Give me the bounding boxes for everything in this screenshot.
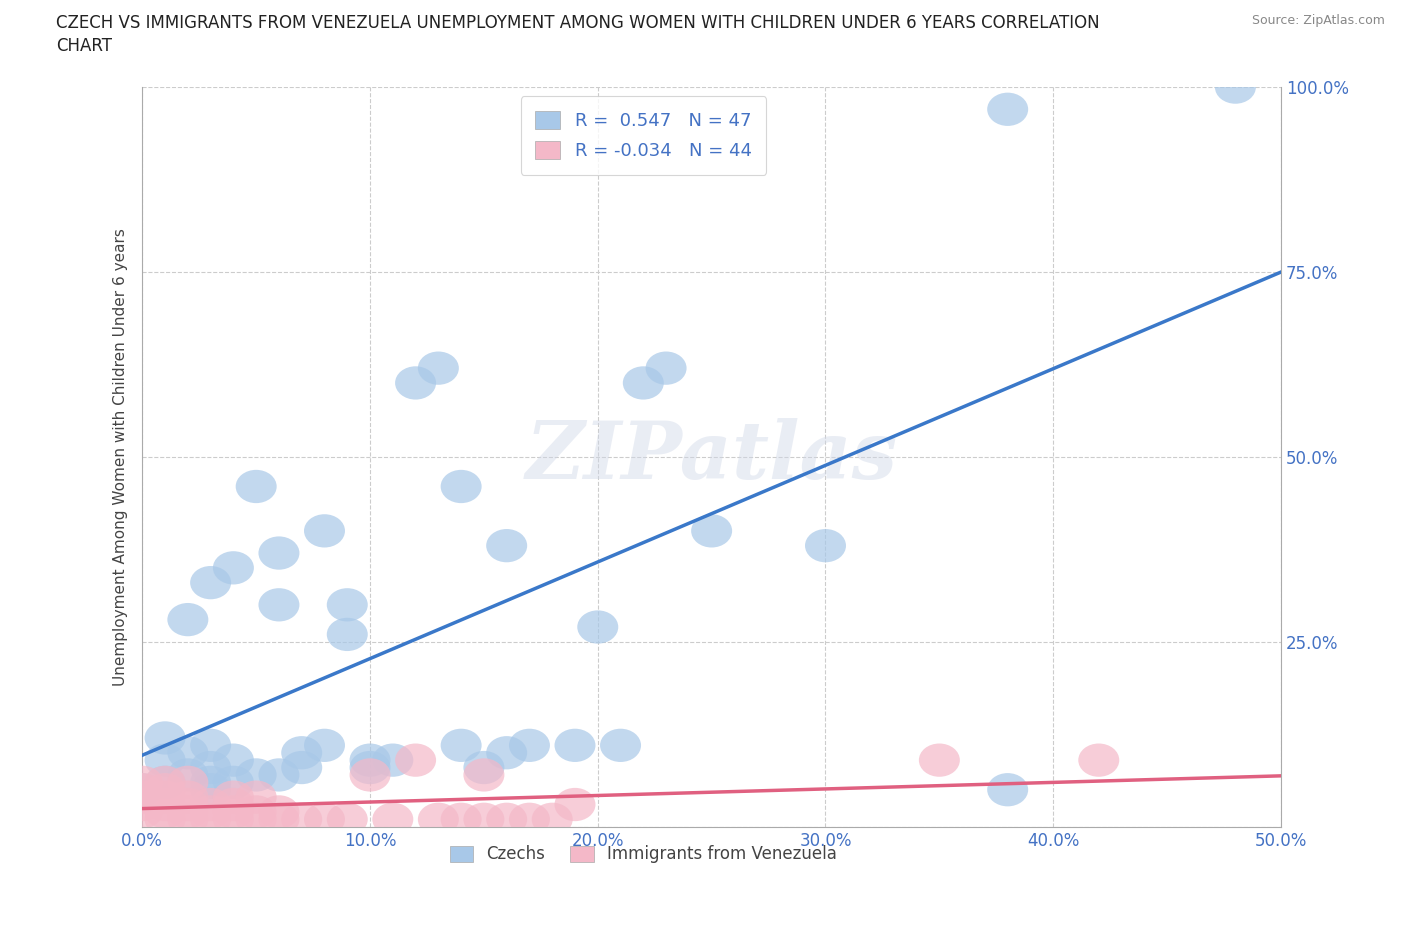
Ellipse shape bbox=[464, 758, 505, 791]
Ellipse shape bbox=[645, 352, 686, 385]
Ellipse shape bbox=[145, 722, 186, 754]
Ellipse shape bbox=[464, 803, 505, 836]
Ellipse shape bbox=[122, 788, 163, 821]
Text: CZECH VS IMMIGRANTS FROM VENEZUELA UNEMPLOYMENT AMONG WOMEN WITH CHILDREN UNDER : CZECH VS IMMIGRANTS FROM VENEZUELA UNEMP… bbox=[56, 14, 1099, 32]
Ellipse shape bbox=[167, 737, 208, 769]
Ellipse shape bbox=[122, 795, 163, 829]
Ellipse shape bbox=[236, 803, 277, 836]
Ellipse shape bbox=[122, 765, 163, 799]
Ellipse shape bbox=[623, 366, 664, 400]
Ellipse shape bbox=[122, 780, 163, 814]
Ellipse shape bbox=[145, 788, 186, 821]
Ellipse shape bbox=[167, 603, 208, 636]
Ellipse shape bbox=[145, 765, 186, 799]
Ellipse shape bbox=[554, 788, 596, 821]
Ellipse shape bbox=[509, 729, 550, 762]
Ellipse shape bbox=[304, 729, 344, 762]
Ellipse shape bbox=[190, 729, 231, 762]
Ellipse shape bbox=[1078, 743, 1119, 777]
Ellipse shape bbox=[486, 803, 527, 836]
Ellipse shape bbox=[167, 803, 208, 836]
Ellipse shape bbox=[212, 743, 254, 777]
Ellipse shape bbox=[440, 729, 482, 762]
Ellipse shape bbox=[259, 537, 299, 570]
Ellipse shape bbox=[190, 803, 231, 836]
Ellipse shape bbox=[350, 743, 391, 777]
Ellipse shape bbox=[190, 566, 231, 599]
Ellipse shape bbox=[145, 780, 186, 814]
Ellipse shape bbox=[464, 751, 505, 784]
Ellipse shape bbox=[259, 758, 299, 791]
Ellipse shape bbox=[326, 588, 368, 621]
Ellipse shape bbox=[281, 751, 322, 784]
Ellipse shape bbox=[304, 514, 344, 548]
Ellipse shape bbox=[167, 780, 208, 814]
Ellipse shape bbox=[600, 729, 641, 762]
Ellipse shape bbox=[418, 803, 458, 836]
Ellipse shape bbox=[212, 780, 254, 814]
Ellipse shape bbox=[259, 803, 299, 836]
Ellipse shape bbox=[395, 366, 436, 400]
Ellipse shape bbox=[236, 780, 277, 814]
Ellipse shape bbox=[486, 737, 527, 769]
Ellipse shape bbox=[145, 803, 186, 836]
Ellipse shape bbox=[236, 758, 277, 791]
Ellipse shape bbox=[167, 758, 208, 791]
Ellipse shape bbox=[350, 751, 391, 784]
Ellipse shape bbox=[122, 773, 163, 806]
Ellipse shape bbox=[987, 773, 1028, 806]
Ellipse shape bbox=[145, 773, 186, 806]
Ellipse shape bbox=[190, 788, 231, 821]
Ellipse shape bbox=[259, 795, 299, 829]
Ellipse shape bbox=[190, 751, 231, 784]
Y-axis label: Unemployment Among Women with Children Under 6 years: Unemployment Among Women with Children U… bbox=[114, 228, 128, 685]
Ellipse shape bbox=[236, 795, 277, 829]
Ellipse shape bbox=[350, 758, 391, 791]
Legend: Czechs, Immigrants from Venezuela: Czechs, Immigrants from Venezuela bbox=[443, 839, 844, 870]
Ellipse shape bbox=[167, 765, 208, 799]
Ellipse shape bbox=[167, 788, 208, 821]
Ellipse shape bbox=[212, 765, 254, 799]
Text: Source: ZipAtlas.com: Source: ZipAtlas.com bbox=[1251, 14, 1385, 27]
Ellipse shape bbox=[190, 773, 231, 806]
Ellipse shape bbox=[167, 795, 208, 829]
Ellipse shape bbox=[145, 795, 186, 829]
Ellipse shape bbox=[326, 803, 368, 836]
Ellipse shape bbox=[373, 803, 413, 836]
Ellipse shape bbox=[418, 352, 458, 385]
Ellipse shape bbox=[395, 743, 436, 777]
Ellipse shape bbox=[987, 93, 1028, 126]
Ellipse shape bbox=[692, 514, 733, 548]
Ellipse shape bbox=[145, 765, 186, 799]
Ellipse shape bbox=[212, 803, 254, 836]
Ellipse shape bbox=[509, 803, 550, 836]
Ellipse shape bbox=[373, 743, 413, 777]
Ellipse shape bbox=[326, 618, 368, 651]
Ellipse shape bbox=[304, 803, 344, 836]
Ellipse shape bbox=[212, 795, 254, 829]
Ellipse shape bbox=[1215, 71, 1256, 104]
Ellipse shape bbox=[806, 529, 846, 563]
Ellipse shape bbox=[190, 795, 231, 829]
Ellipse shape bbox=[440, 470, 482, 503]
Text: ZIPatlas: ZIPatlas bbox=[526, 418, 897, 496]
Ellipse shape bbox=[531, 803, 572, 836]
Ellipse shape bbox=[554, 729, 596, 762]
Text: CHART: CHART bbox=[56, 37, 112, 55]
Ellipse shape bbox=[920, 743, 960, 777]
Ellipse shape bbox=[578, 610, 619, 644]
Ellipse shape bbox=[259, 588, 299, 621]
Ellipse shape bbox=[486, 529, 527, 563]
Ellipse shape bbox=[122, 773, 163, 806]
Ellipse shape bbox=[281, 803, 322, 836]
Ellipse shape bbox=[281, 737, 322, 769]
Ellipse shape bbox=[440, 803, 482, 836]
Ellipse shape bbox=[212, 788, 254, 821]
Ellipse shape bbox=[236, 470, 277, 503]
Ellipse shape bbox=[190, 765, 231, 799]
Ellipse shape bbox=[212, 551, 254, 584]
Ellipse shape bbox=[145, 743, 186, 777]
